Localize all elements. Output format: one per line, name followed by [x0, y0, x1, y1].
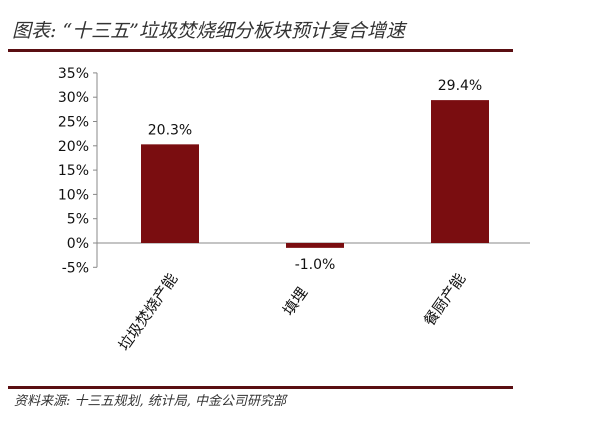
- category-label: 餐厨产能: [420, 270, 469, 329]
- y-tick-label: -5%: [62, 260, 89, 276]
- y-tick-label: 25%: [58, 115, 89, 131]
- y-tick-label: 5%: [67, 212, 89, 228]
- category-label: 垃圾焚烧产能: [115, 270, 181, 354]
- y-tick-label: 20%: [58, 139, 89, 155]
- data-label: 20.3%: [148, 122, 192, 138]
- bar: [141, 144, 199, 243]
- source-rule: [8, 386, 513, 389]
- data-label: -1.0%: [295, 257, 336, 273]
- chart-title: 图表: “十三五”垃圾焚烧细分板块预计复合增速: [12, 20, 405, 42]
- y-tick-label: 10%: [58, 187, 89, 203]
- bar: [286, 243, 344, 248]
- bar: [431, 100, 489, 243]
- category-label: 填埋: [279, 284, 311, 319]
- title-rule: [8, 49, 513, 52]
- y-tick-label: 35%: [58, 66, 89, 82]
- y-tick-label: 0%: [67, 236, 89, 252]
- y-tick-label: 30%: [58, 90, 89, 106]
- y-tick-label: 15%: [58, 163, 89, 179]
- data-label: 29.4%: [438, 78, 482, 94]
- source-note: 资料来源: 十三五规划, 统计局, 中金公司研究部: [14, 394, 287, 409]
